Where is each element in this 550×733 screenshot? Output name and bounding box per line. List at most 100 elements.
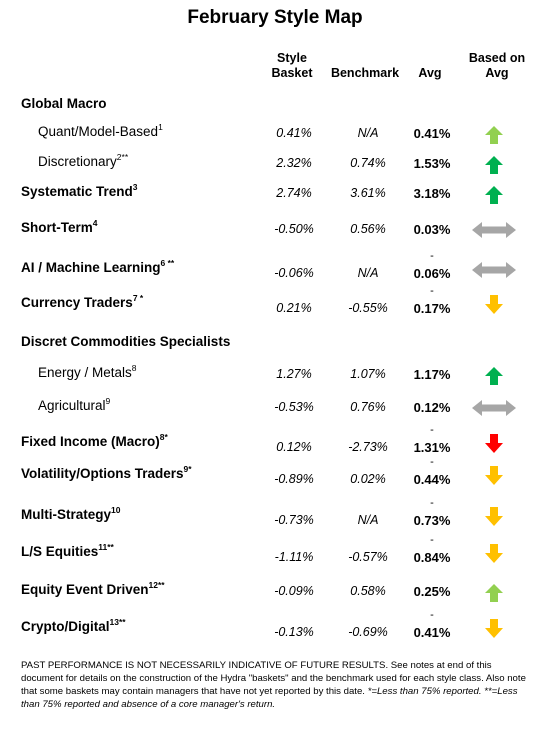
row-label-text: Volatility/Options Traders [21, 466, 184, 481]
row-label: Currency Traders7 * [21, 292, 144, 310]
row-label-text: L/S Equities [21, 544, 99, 559]
row-label: Energy / Metals8 [38, 363, 137, 380]
footnote-marker: 13** [109, 616, 126, 627]
avg-value: 0.17% [413, 301, 451, 316]
benchmark-value: 1.07% [350, 367, 386, 381]
avg-sign-marker: - [430, 609, 434, 621]
avg-value: 1.31% [413, 440, 451, 455]
row-label-text: Crypto/Digital [21, 619, 110, 634]
down-arrow-icon [470, 462, 530, 490]
table-row: Systematic Trend3 2.74% 3.61% 3.18% [0, 180, 550, 208]
benchmark-value: -2.73% [348, 440, 388, 454]
table-row: Crypto/Digital13** -0.13% -0.69% 0.41% - [0, 609, 550, 643]
row-label: Fixed Income (Macro)8* [21, 432, 168, 449]
avg-value: 0.41% [413, 625, 451, 640]
table-row: L/S Equities11** -1.11% -0.57% 0.84% - [0, 534, 550, 568]
row-label-text: Quant/Model-Based [38, 124, 159, 139]
row-label-text: Currency Traders [21, 295, 133, 310]
row-label-text: Multi-Strategy [21, 507, 112, 522]
row-label: Global Macro [21, 96, 107, 111]
benchmark-value: N/A [357, 266, 379, 280]
row-label-text: Equity Event Driven [21, 582, 149, 597]
left-right-arrow-icon [470, 394, 530, 422]
benchmark-value: 0.56% [350, 222, 386, 236]
style-basket-value: -0.09% [274, 584, 314, 598]
row-label: AI / Machine Learning6 ** [21, 257, 175, 275]
style-basket-value: -0.50% [274, 222, 314, 236]
table-row: Short-Term4 -0.50% 0.56% 0.03% [0, 216, 550, 244]
row-label-text: Discretionary [38, 154, 117, 169]
avg-value: 3.18% [413, 186, 451, 201]
header-style-basket: Style Basket [271, 51, 313, 80]
left-right-arrow-icon [470, 216, 530, 244]
avg-sign-marker: - [430, 456, 434, 468]
avg-value: 0.06% [413, 266, 451, 281]
footnote-marker: 3 [132, 181, 138, 192]
table-row: AI / Machine Learning6 ** -0.06% N/A 0.06% - [0, 250, 550, 284]
row-label: Quant/Model-Based1 [38, 121, 163, 139]
table-row: Energy / Metals8 1.27% 1.07% 1.17% [0, 361, 550, 389]
row-label-text: Global Macro [21, 96, 107, 111]
footnote-marker: 6 ** [160, 257, 175, 268]
avg-sign-marker: - [430, 285, 434, 297]
style-basket-value: 0.21% [276, 301, 312, 315]
row-label: Equity Event Driven12** [21, 580, 165, 597]
style-basket-value: 2.74% [276, 186, 312, 200]
footnote-italic: *=Less than 75% reported. **=Less than 7… [21, 686, 518, 710]
table-row: Currency Traders7 * 0.21% -0.55% 0.17% - [0, 285, 550, 319]
row-label-text: AI / Machine Learning [21, 260, 161, 275]
table-row: Global Macro [0, 92, 550, 120]
table-row: Equity Event Driven12** -0.09% 0.58% 0.25% [0, 578, 550, 606]
style-basket-value: 1.27% [276, 367, 312, 381]
table-row: Volatility/Options Traders9* -0.89% 0.02% 0… [0, 456, 550, 490]
avg-value: 0.84% [413, 550, 451, 565]
benchmark-value: N/A [357, 126, 379, 140]
avg-sign-marker: - [430, 534, 434, 546]
up-arrow-icon [470, 150, 530, 178]
row-label-text: Systematic Trend [21, 184, 133, 199]
row-label: L/S Equities11** [21, 541, 114, 559]
down-arrow-icon [470, 615, 530, 643]
row-label: Agricultural9 [38, 396, 110, 413]
footnote-marker: 2** [116, 151, 129, 162]
style-basket-value: -0.53% [274, 400, 314, 414]
avg-sign-marker: - [430, 424, 434, 436]
left-right-arrow-icon [470, 256, 530, 284]
row-label-text: Short-Term [21, 220, 93, 235]
benchmark-value: 0.76% [350, 400, 386, 414]
footnote: PAST PERFORMANCE IS NOT NECESSARILY INDI… [21, 659, 533, 711]
header-avg: Avg [418, 66, 442, 80]
style-basket-value: -0.13% [274, 625, 314, 639]
table-row: Fixed Income (Macro)8* 0.12% -2.73% 1.31% - [0, 424, 550, 458]
footnote-marker: 11** [98, 541, 114, 552]
footnote-marker: 1 [158, 121, 163, 132]
footnote-text: PAST PERFORMANCE IS NOT NECESSARILY INDI… [21, 660, 526, 697]
row-label-text: Energy / Metals [38, 365, 132, 380]
avg-value: 0.12% [413, 400, 451, 415]
avg-sign-marker: - [430, 497, 434, 509]
up-arrow-icon [470, 578, 530, 606]
up-arrow-icon [470, 361, 530, 389]
style-basket-value: 2.32% [276, 156, 312, 170]
avg-value: 1.53% [413, 156, 451, 171]
benchmark-value: -0.55% [348, 301, 388, 315]
benchmark-value: -0.57% [348, 550, 388, 564]
down-arrow-icon [470, 430, 530, 458]
table-row: Multi-Strategy10 -0.73% N/A 0.73% - [0, 497, 550, 531]
footnote-marker: 4 [92, 217, 98, 228]
up-arrow-icon [470, 120, 530, 148]
style-basket-value: -0.06% [274, 266, 314, 280]
row-label: Short-Term4 [21, 217, 98, 235]
row-label: Crypto/Digital13** [21, 616, 126, 634]
header-based-on-avg: Based on Avg [468, 51, 526, 80]
down-arrow-icon [470, 540, 530, 568]
footnote-marker: 7 * [132, 292, 144, 303]
style-basket-value: 0.12% [276, 440, 312, 454]
row-label: Multi-Strategy10 [21, 505, 120, 522]
style-basket-value: -1.11% [274, 550, 314, 564]
style-basket-value: 0.41% [276, 126, 312, 140]
avg-value: 0.44% [413, 472, 451, 487]
table-row: Agricultural9 -0.53% 0.76% 0.12% [0, 394, 550, 422]
down-arrow-icon [470, 291, 530, 319]
page-title: February Style Map [187, 7, 363, 28]
